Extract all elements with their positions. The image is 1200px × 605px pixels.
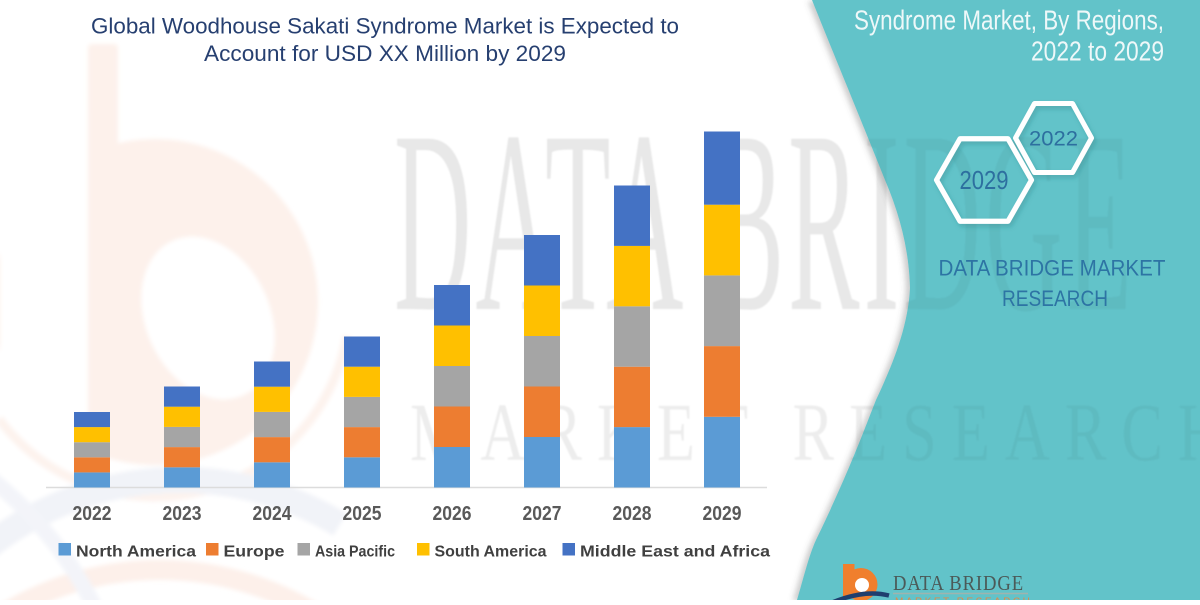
- svg-text:Asia Pacific: Asia Pacific: [315, 543, 395, 560]
- svg-text:2026: 2026: [433, 503, 472, 525]
- svg-text:2022 to 2029: 2022 to 2029: [1031, 36, 1164, 67]
- svg-text:DATA BRIDGE MARKET: DATA BRIDGE MARKET: [939, 256, 1166, 281]
- svg-text:RESEARCH: RESEARCH: [1002, 286, 1108, 311]
- svg-text:2022: 2022: [1029, 128, 1078, 151]
- svg-text:Account for USD XX Million by: Account for USD XX Million by 2029: [204, 41, 566, 66]
- svg-text:2029: 2029: [960, 165, 1009, 195]
- svg-text:Middle East and Africa: Middle East and Africa: [580, 543, 770, 560]
- svg-text:2029: 2029: [703, 503, 742, 525]
- svg-text:2025: 2025: [343, 503, 382, 525]
- svg-text:2028: 2028: [613, 503, 652, 525]
- svg-text:North America: North America: [76, 543, 196, 560]
- svg-text:Europe: Europe: [224, 543, 285, 560]
- svg-text:DATA BRIDGE: DATA BRIDGE: [893, 571, 1024, 595]
- svg-text:MARKET RESEARCH: MARKET RESEARCH: [895, 597, 1032, 601]
- svg-text:2022: 2022: [73, 503, 112, 525]
- svg-text:South America: South America: [435, 543, 547, 560]
- svg-text:2027: 2027: [523, 503, 562, 525]
- svg-text:2023: 2023: [163, 503, 202, 525]
- svg-text:Global Woodhouse Sakati Syndro: Global Woodhouse Sakati Syndrome Market …: [91, 14, 679, 39]
- svg-text:2024: 2024: [253, 503, 293, 525]
- svg-text:Syndrome Market, By Regions,: Syndrome Market, By Regions,: [854, 5, 1164, 36]
